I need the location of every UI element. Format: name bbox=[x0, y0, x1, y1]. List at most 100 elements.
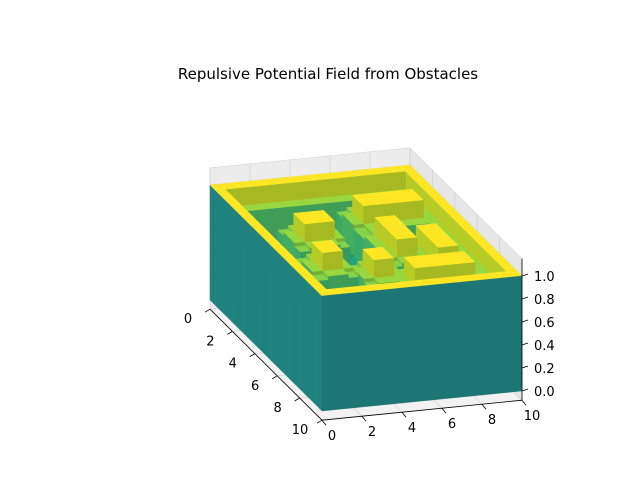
y-tick-mark bbox=[521, 399, 527, 406]
y-tick-label: 0 bbox=[328, 429, 336, 444]
surface-wall bbox=[243, 217, 250, 340]
z-tick-mark bbox=[521, 319, 529, 323]
surface-wall bbox=[331, 293, 343, 411]
surface-wall bbox=[413, 200, 424, 220]
y-tick-mark bbox=[481, 403, 487, 410]
surface-wall bbox=[391, 287, 403, 405]
surface-wall bbox=[315, 179, 326, 199]
surface-wall bbox=[341, 292, 353, 410]
surface-wall bbox=[395, 171, 406, 191]
surface-wall bbox=[299, 273, 306, 395]
x-tick-mark bbox=[316, 419, 323, 424]
z-tick-label: 0.6 bbox=[534, 316, 555, 331]
surface-wall bbox=[304, 223, 315, 243]
y-tick-label: 4 bbox=[408, 421, 416, 436]
surface-wall bbox=[321, 294, 333, 412]
x-tick-mark bbox=[227, 331, 233, 335]
surface-wall bbox=[371, 289, 383, 407]
surface-wall bbox=[383, 258, 395, 278]
y-tick-label: 2 bbox=[368, 425, 376, 440]
surface-wall bbox=[295, 181, 306, 201]
surface-wall bbox=[277, 251, 283, 373]
surface-wall bbox=[310, 284, 317, 406]
z-tick-label: 0.8 bbox=[534, 293, 555, 308]
surface-wall bbox=[451, 281, 463, 399]
y-tick-label: 10 bbox=[524, 409, 541, 424]
surface-wall bbox=[471, 279, 483, 397]
z-tick-label: 0.0 bbox=[534, 385, 555, 400]
x-tick-mark bbox=[271, 375, 278, 380]
surface-wall bbox=[461, 280, 473, 398]
z-tick-label: 0.4 bbox=[534, 339, 555, 354]
z-tick-mark bbox=[521, 388, 529, 392]
surface-wall bbox=[237, 212, 244, 334]
y-axis-line bbox=[321, 399, 523, 421]
surface-wall bbox=[491, 277, 503, 395]
surface-wall bbox=[421, 284, 433, 402]
surface-wall bbox=[441, 282, 453, 400]
surface-wall bbox=[385, 172, 396, 192]
surface-wall bbox=[325, 178, 336, 198]
surface-wall bbox=[511, 275, 523, 393]
chart-title: Repulsive Potential Field from Obstacles bbox=[178, 65, 478, 83]
surface-wall bbox=[254, 228, 261, 351]
y-tick-mark bbox=[361, 415, 367, 422]
surface-wall bbox=[322, 251, 333, 272]
x-tick-label: 8 bbox=[273, 401, 281, 416]
surface-wall bbox=[209, 184, 216, 307]
z-tick-label: 0.2 bbox=[534, 362, 555, 377]
surface-wall bbox=[314, 222, 325, 242]
x-tick-mark bbox=[204, 308, 211, 313]
surface-wall bbox=[381, 288, 393, 406]
surface-wall bbox=[288, 262, 295, 384]
surface-wall bbox=[305, 180, 316, 200]
surface-wall bbox=[363, 205, 374, 225]
surface-wall bbox=[481, 278, 493, 396]
z-tick-label: 1.0 bbox=[534, 270, 555, 285]
y-tick-label: 8 bbox=[488, 413, 496, 428]
x-tick-label: 4 bbox=[229, 357, 237, 372]
surface-wall bbox=[260, 234, 267, 356]
surface-wall bbox=[431, 283, 443, 401]
surface-wall bbox=[403, 201, 414, 221]
surface-wall bbox=[373, 259, 385, 279]
surface-wall bbox=[305, 278, 311, 401]
surface-wall bbox=[316, 289, 323, 412]
surface-wall bbox=[265, 240, 272, 362]
surface-wall bbox=[407, 237, 418, 257]
surface-wall bbox=[361, 290, 373, 408]
surface-wall bbox=[355, 175, 366, 195]
surface-wall bbox=[271, 245, 278, 368]
x-tick-mark bbox=[294, 397, 300, 402]
surface-wall bbox=[245, 186, 256, 206]
surface-wall bbox=[411, 285, 423, 403]
surface-wall bbox=[353, 228, 360, 263]
y-tick-mark bbox=[441, 407, 447, 414]
surface-wall bbox=[324, 221, 335, 241]
surface-wall bbox=[232, 206, 239, 329]
surface-wall bbox=[285, 182, 296, 202]
y-tick-mark bbox=[401, 411, 407, 418]
surface-wall bbox=[365, 174, 376, 194]
z-tick-mark bbox=[521, 365, 529, 369]
surface-wall bbox=[220, 195, 228, 318]
surface-wall bbox=[248, 223, 256, 345]
surface-wall bbox=[501, 276, 513, 394]
surface-wall bbox=[293, 267, 300, 390]
surface-wall bbox=[335, 177, 346, 197]
surface-wall bbox=[351, 291, 363, 409]
surface-wall bbox=[215, 190, 222, 312]
surface-wall bbox=[275, 183, 286, 203]
y-tick-mark bbox=[321, 419, 327, 426]
surface-wall bbox=[401, 286, 413, 404]
x-tick-label: 10 bbox=[292, 423, 309, 438]
x-axis-line bbox=[209, 308, 323, 421]
surface-wall bbox=[375, 173, 386, 193]
axis-lines bbox=[209, 258, 523, 421]
x-tick-label: 2 bbox=[206, 334, 214, 349]
z-tick-mark bbox=[521, 342, 529, 346]
surface-wall bbox=[332, 250, 343, 271]
x-tick-label: 0 bbox=[184, 312, 192, 327]
